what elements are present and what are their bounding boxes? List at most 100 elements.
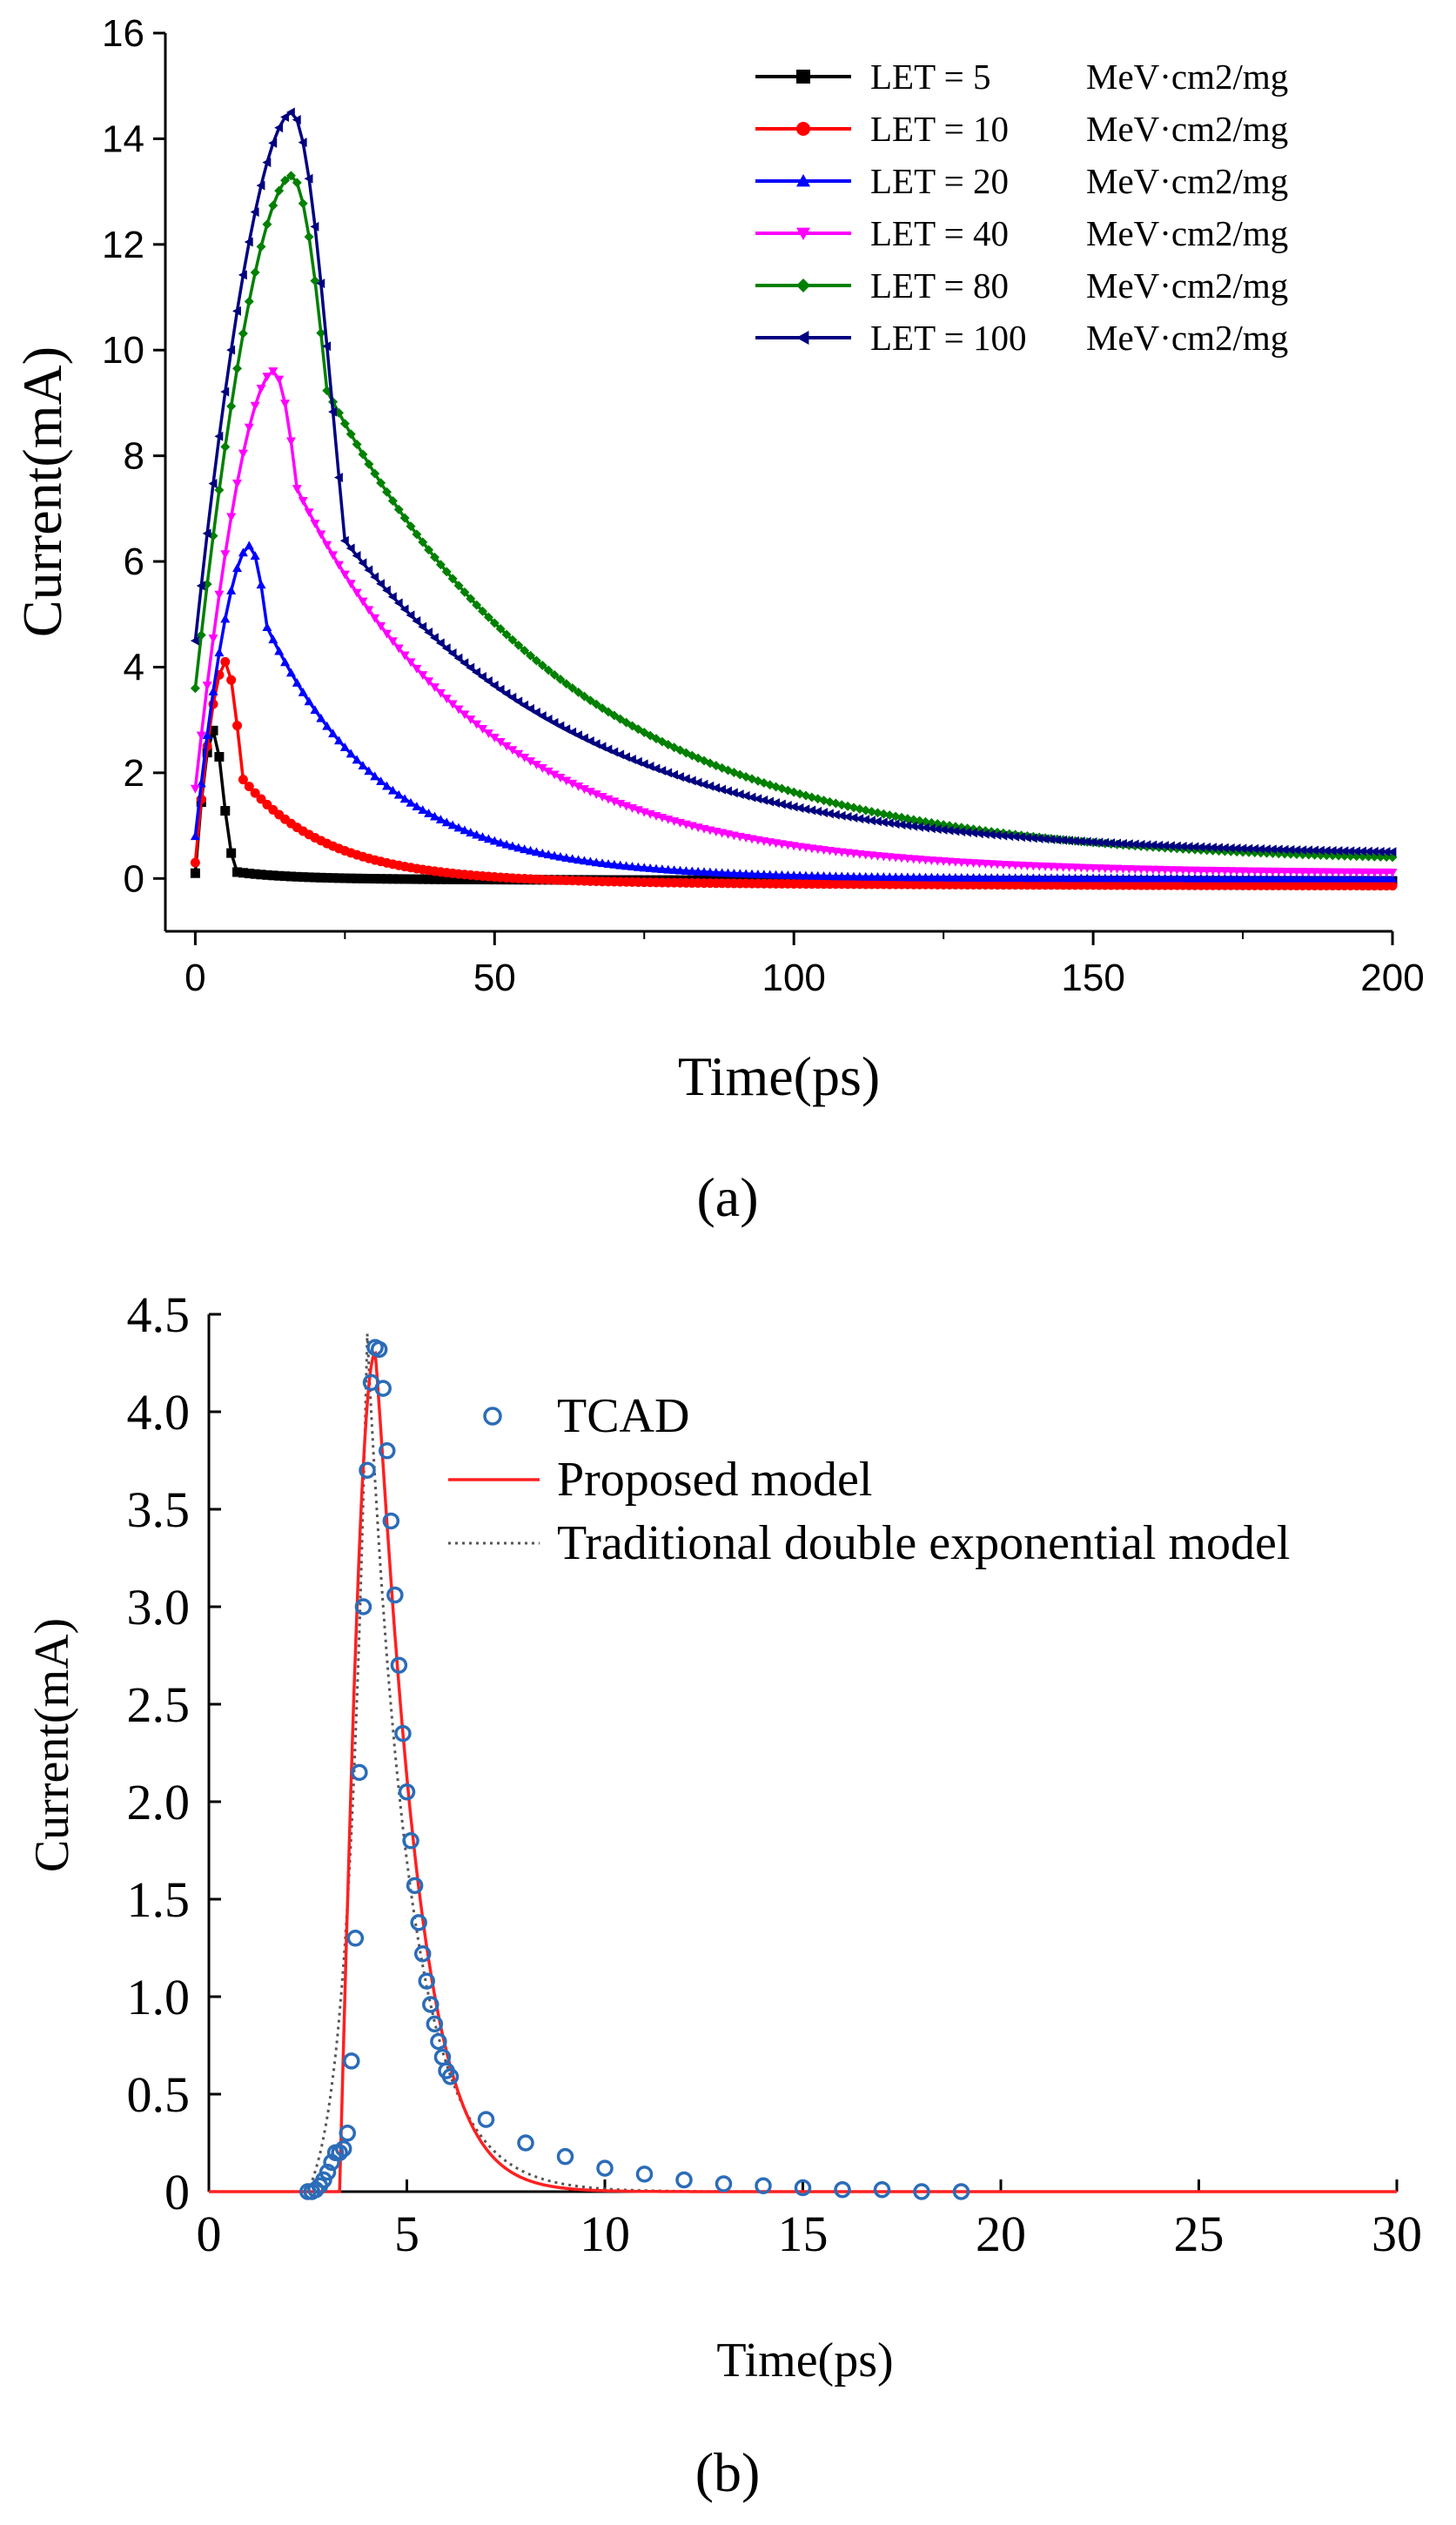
chart-a-data-point [226,586,236,594]
chart-b-y-tick-label: 1.5 [127,1871,191,1928]
chart-b-tcad-point [876,2183,889,2197]
chart-a-legend-item: LET = 80 MeV·cm2/mg [755,265,1288,306]
chart-b-tcad-point [404,1834,418,1848]
chart-b-y-tick-label: 2.0 [127,1774,191,1830]
chart-a-data-point [232,364,242,373]
chart-b-legend-label: TCAD [557,1389,689,1443]
chart-a-data-point [226,401,236,411]
chart-a-data-point [226,514,236,522]
chart-a-legend-label: LET = 5 [870,57,991,97]
chart-b-legend-label: Traditional double exponential model [557,1516,1290,1570]
chart-a-data-point [251,268,260,278]
chart-a-series-line [195,546,1392,879]
chart-a-legend-unit: MeV·cm2/mg [1086,161,1288,201]
chart-a-data-point [214,752,224,762]
chart-a-data-point [238,329,248,339]
chart-b-tcad-point [348,1931,362,1945]
chart-a-legend-unit: MeV·cm2/mg [1086,265,1288,306]
chart-a-panel-label: (a) [696,1166,758,1228]
chart-a-legend-item: LET = 10 MeV·cm2/mg [755,109,1288,149]
chart-b-x-tick-label: 20 [976,2206,1026,2262]
chart-a-data-point [251,402,260,411]
chart-a-data-point [232,563,242,572]
chart-a-y-tick-label: 12 [102,224,144,266]
chart-a-y-tick-label: 6 [124,541,144,583]
chart-b-x-axis-label: Time(ps) [716,2334,893,2387]
chart-a-data-point [257,580,266,588]
chart-b-legend-item: Traditional double exponential model [448,1516,1290,1570]
chart-a-data-point [209,635,218,643]
chart-a-y-tick-label: 14 [102,118,144,160]
chart-a-legend-item: LET = 40 MeV·cm2/mg [755,213,1288,253]
chart-a-data-point [203,682,212,690]
chart-b-y-tick-label: 4.5 [127,1286,191,1343]
chart-a-data-point [226,675,236,685]
chart-a-data-point [299,198,308,208]
chart-a-x-tick-label: 0 [185,957,205,999]
chart-a-data-point [245,297,254,306]
chart-b-tcad-point [559,2150,573,2164]
chart-b-tcad-point [598,2161,612,2175]
chart-b-tcad-point [388,1588,402,1602]
chart-a-x-tick-label: 100 [762,957,825,999]
chart-b-y-tick-label: 0 [164,2164,190,2220]
chart-a-y-tick-label: 16 [102,12,144,55]
chart-b-tcad-point [345,2054,359,2068]
chart-b-y-tick-label: 3.5 [127,1481,191,1538]
chart-a-legend-marker [796,331,809,345]
chart-b-tcad-point [638,2167,652,2181]
chart-a-data-point [274,376,284,385]
chart-b-x-tick-label: 30 [1372,2206,1422,2262]
chart-b-x-tick-label: 25 [1174,2206,1225,2262]
chart-b-tcad-point [519,2136,533,2150]
chart-a-data-point [280,400,290,408]
chart-b-legend-marker [485,1408,500,1424]
chart-b-legend: TCAD Proposed model Traditional double exp… [448,1389,1290,1570]
chart-a-data-point [262,219,272,229]
chart-b-x-tick-label: 0 [197,2206,222,2262]
chart-b-legend-label: Proposed model [557,1453,872,1507]
chart-a-legend-unit: MeV·cm2/mg [1086,109,1288,149]
chart-a-x-axis-label: Time(ps) [678,1045,880,1107]
chart-a-data-point [191,683,200,693]
chart-b-y-tick-label: 2.5 [127,1676,191,1733]
chart-b: 00.51.01.52.02.53.03.54.04.50 5 10 15 20 25 30… [25,1286,1422,2503]
chart-a-data-point [220,806,230,816]
chart-a-legend-marker [796,122,810,136]
chart-b-tcad-point [677,2173,691,2187]
chart-a-y-tick-label: 10 [102,329,144,372]
chart-a-data-point [257,385,266,393]
chart-a-data-point [268,201,278,211]
chart-a-legend: LET = 5 MeV·cm2/mgLET = 10 MeV·cm2/mgLET =… [755,57,1288,358]
chart-a-data-point [286,437,296,446]
chart-a-legend-label: LET = 10 [870,109,1009,149]
chart-a-data-point [262,622,272,631]
chart-a-x-tick-label: 200 [1360,957,1424,999]
chart-a-legend-label: LET = 80 [870,265,1009,306]
chart-a-data-point [1388,881,1398,890]
chart-b-y-axis-label: Current(mA) [25,1618,79,1872]
chart-a: 02468101214160 50 100 150 200 LET = 5 MeV·cm2… [11,12,1425,1228]
chart-a-legend-label: LET = 100 [870,318,1027,358]
chart-a-data-point [214,591,224,600]
chart-b-legend-item: Proposed model [448,1453,872,1507]
chart-b-legend-item: TCAD [485,1389,689,1443]
chart-b-y-tick-label: 0.5 [127,2066,191,2123]
chart-b-axes: 0 0.5 1.0 1.5 2.0 2.5 3.0 3.5 4.0 4.5 0 5 10 15 20 25 30 [127,1286,1423,2262]
figure: 02468101214160 50 100 150 200 LET = 5 MeV·cm2… [0,0,1456,2525]
chart-a-y-tick-label: 0 [124,857,144,900]
chart-a-data-point [305,232,314,242]
chart-a-data-point [220,550,230,559]
chart-a-legend-item: LET = 100 MeV·cm2/mg [755,318,1288,358]
chart-a-data-point [232,721,242,730]
chart-a-data-point [220,657,230,667]
chart-a-legend-marker [796,70,810,84]
chart-a-legend-label: LET = 40 [870,213,1009,253]
chart-a-legend-unit: MeV·cm2/mg [1086,318,1288,358]
chart-b-tcad-point [480,2112,493,2126]
chart-b-tcad-point [835,2183,849,2197]
chart-a-legend-unit: MeV·cm2/mg [1086,213,1288,253]
chart-b-tcad-point [352,1765,366,1779]
chart-a-data-point [232,480,242,488]
chart-a-y-tick-label: 2 [124,752,144,795]
